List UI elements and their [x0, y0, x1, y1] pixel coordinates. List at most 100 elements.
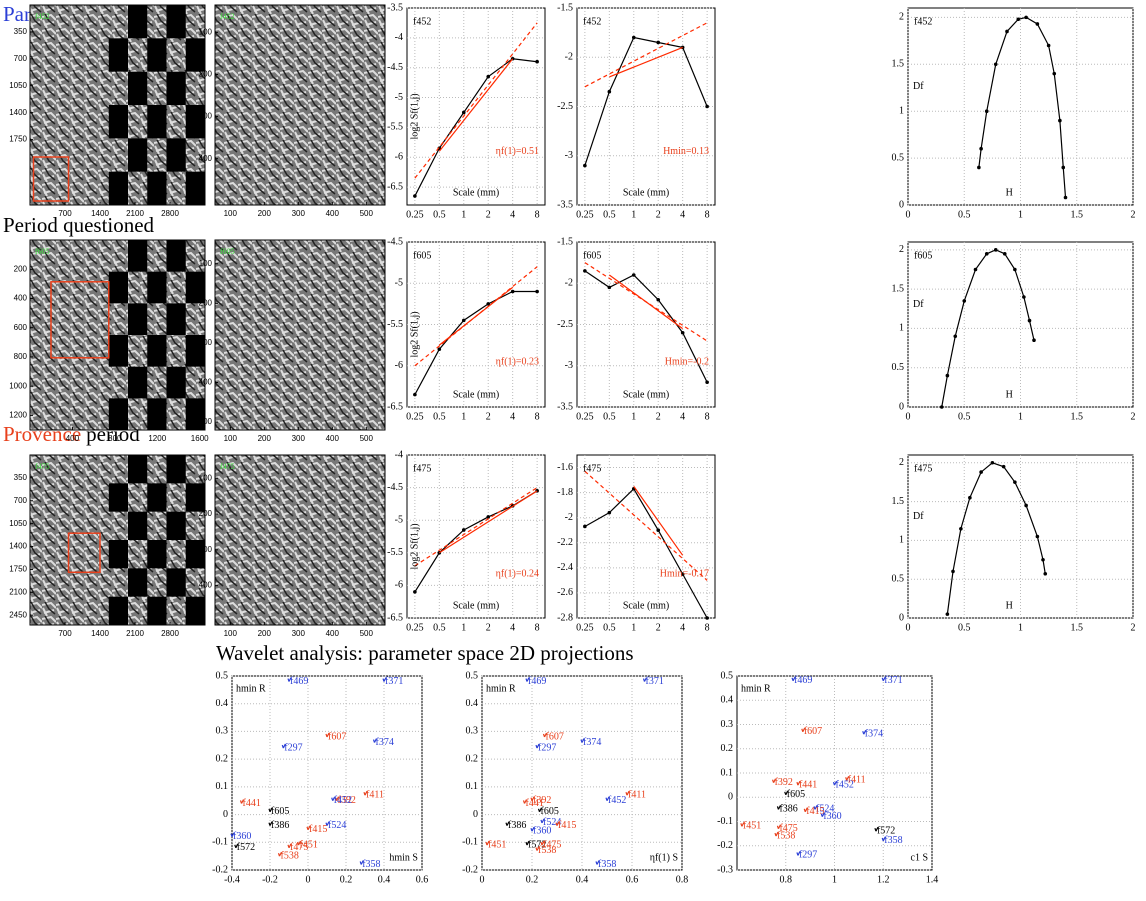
checker-cell — [185, 398, 205, 430]
point-label: f572 — [237, 842, 255, 853]
point — [1035, 534, 1040, 539]
plot-area — [406, 454, 546, 619]
checker-cell — [185, 596, 205, 625]
point — [705, 104, 709, 109]
x-tick-label: 4 — [510, 411, 515, 422]
point — [968, 495, 972, 500]
point — [542, 732, 548, 738]
point — [555, 821, 560, 826]
x-tick-label: 800 — [108, 434, 122, 443]
x-tick-label: 400 — [326, 434, 340, 443]
point-label: f452 — [334, 795, 352, 806]
x-tick-label: 200 — [258, 434, 272, 443]
checker-cell — [147, 596, 167, 625]
y-tick-label: -0.3 — [717, 864, 733, 875]
x-tick-label: 1600 — [191, 434, 209, 443]
y-tick-label: 0 — [899, 199, 904, 210]
y-tick-label: -4.5 — [387, 236, 403, 247]
point — [1024, 503, 1028, 508]
point-label: f452 — [836, 779, 854, 790]
x-axis-label: c1 S — [911, 852, 929, 863]
checker-cell — [128, 511, 148, 540]
image-label: f452 — [35, 12, 50, 21]
x-tick-label: 0.25 — [576, 411, 594, 422]
point-label: f538 — [777, 830, 795, 841]
point-label: f572 — [877, 825, 895, 836]
y-tick-label: 400 — [199, 154, 213, 163]
x-tick-label: 0.6 — [416, 874, 429, 885]
x-tick-label: 0 — [306, 874, 311, 885]
point — [862, 729, 867, 735]
y-tick-label: 1.5 — [892, 496, 905, 507]
x-tick-label: 0.25 — [576, 622, 594, 633]
x-axis-label: Scale (mm) — [623, 187, 669, 198]
selection-box — [32, 156, 70, 202]
point-label: f452 — [608, 795, 626, 806]
point — [962, 299, 967, 303]
point — [540, 818, 545, 824]
point — [631, 273, 636, 277]
checker-cell — [128, 5, 148, 39]
x-tick-label: 0.5 — [958, 411, 971, 422]
y-tick-label: 0.3 — [466, 726, 479, 737]
point — [413, 392, 417, 397]
point — [413, 194, 417, 198]
point — [656, 40, 661, 45]
x-tick-label: 8 — [705, 622, 710, 633]
x-tick-label: 700 — [58, 629, 72, 638]
y-tick-label: 700 — [14, 496, 28, 505]
point — [607, 89, 612, 94]
point-label: f605 — [787, 789, 805, 800]
x-tick-label: 1 — [1018, 622, 1023, 633]
point — [881, 836, 886, 842]
checker-cell — [128, 366, 148, 399]
row-heading: Period questioned — [3, 213, 155, 237]
point — [1046, 43, 1051, 48]
point — [979, 146, 983, 151]
x-tick-label: 0.6 — [626, 874, 639, 885]
point — [535, 59, 539, 64]
series-line — [414, 22, 538, 179]
point — [535, 846, 540, 851]
y-tick-label: 1.5 — [892, 283, 905, 294]
y-tick-label: -5 — [395, 514, 403, 525]
checker-cell — [147, 171, 167, 205]
y-tick-label: 1 — [899, 535, 904, 546]
y-tick-label: 0 — [728, 792, 733, 803]
x-tick-label: 0.5 — [603, 622, 616, 633]
point — [979, 470, 983, 474]
point — [296, 840, 302, 846]
series-line — [584, 470, 708, 581]
y-tick-label: 100 — [199, 27, 213, 36]
x-tick-label: 0 — [480, 874, 485, 885]
y-tick-label: 600 — [14, 323, 28, 332]
painting — [215, 5, 385, 205]
point — [325, 732, 330, 738]
y-tick-label: -4 — [395, 449, 403, 460]
point — [796, 780, 801, 786]
series-line — [584, 270, 708, 383]
point — [1001, 464, 1006, 469]
y-tick-label: -2.4 — [557, 562, 573, 573]
point — [486, 515, 491, 519]
y-tick-label: -2.5 — [557, 319, 573, 330]
x-tick-label: 8 — [535, 411, 540, 422]
point — [945, 373, 950, 378]
point-label: f358 — [884, 835, 902, 846]
checker-cell — [147, 105, 167, 139]
point — [631, 35, 636, 40]
x-tick-label: 2 — [1131, 622, 1136, 633]
frame — [29, 4, 206, 206]
x-tick-label: 0.2 — [340, 874, 353, 885]
y-tick-label: -5 — [395, 92, 403, 103]
point-label: f572 — [528, 839, 546, 850]
point-label: f297 — [538, 742, 556, 753]
x-tick-label: 0.4 — [576, 874, 589, 885]
x-tick-label: 1 — [461, 209, 466, 220]
checker-cell — [108, 271, 128, 304]
point — [363, 790, 368, 796]
point — [939, 405, 944, 409]
point — [705, 380, 709, 385]
y-tick-label: 0.4 — [216, 698, 229, 709]
fit-label: Hmin=-0.17 — [660, 568, 709, 579]
